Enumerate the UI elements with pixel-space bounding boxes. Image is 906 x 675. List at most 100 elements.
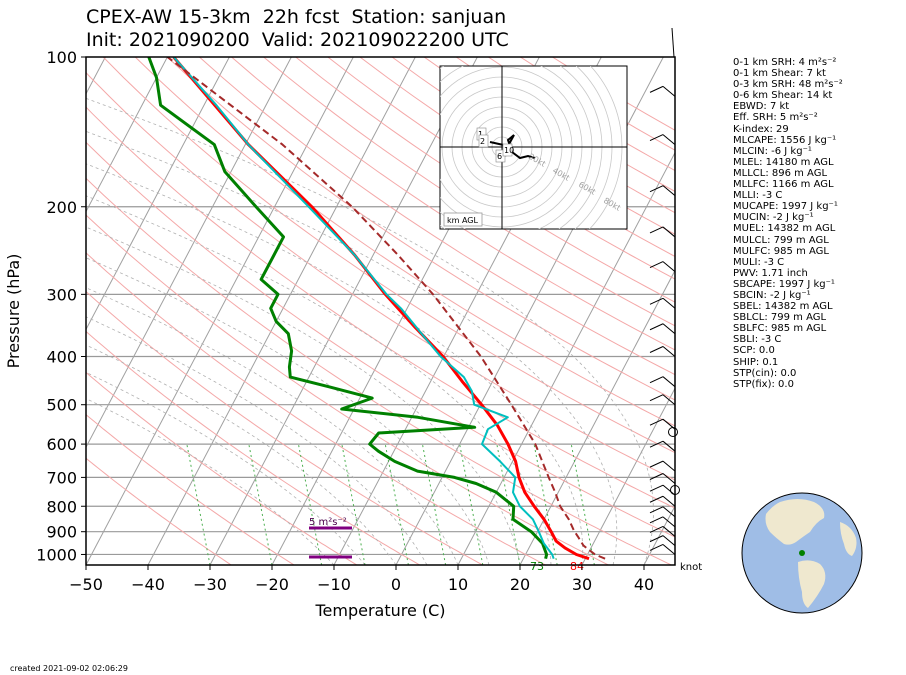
moist-adiabat [86, 195, 552, 565]
wind-barb-flag [649, 261, 664, 269]
wind-barb [662, 134, 676, 145]
calm-wind-circle [668, 427, 678, 437]
stat-line: PWV: 1.71 inch [733, 267, 808, 279]
wind-barb-flag [649, 535, 664, 543]
wind-barb [662, 297, 676, 309]
hodograph-height-label: 1 [478, 130, 483, 139]
mixing-ratio-line [496, 444, 521, 565]
isotherm [86, 57, 292, 449]
wind-barb-flag [649, 185, 664, 193]
mixing-ratio-line [341, 444, 366, 565]
wind-barb-flag [649, 473, 664, 480]
mixing-ratio-line [421, 444, 447, 565]
wind-barb [662, 516, 676, 528]
stats-panel: 0-1 km SRH: 4 m²s⁻² 0-1 km Shear: 7 kt 0-3… [733, 57, 843, 390]
stat-line: MULFC: 985 m AGL [733, 245, 829, 257]
mixing-ratio-line [384, 444, 409, 565]
stat-line: SBLI: -3 C [733, 334, 782, 346]
hodograph-height-box [478, 134, 489, 148]
moist-adiabat [86, 226, 521, 565]
dry-adiabat [327, 57, 675, 280]
moist-adiabat [86, 287, 459, 565]
wind-barb-flag [649, 506, 664, 514]
mixing-ratio-line [570, 444, 595, 565]
wind-barb [662, 473, 676, 484]
stat-line: STP(fix): 0.0 [733, 378, 794, 390]
wind-barb [662, 261, 676, 272]
moist-adiabat [86, 371, 366, 565]
moist-adiabat [86, 163, 584, 565]
x-tick-label: −40 [131, 575, 165, 594]
wind-barb [662, 185, 676, 197]
stat-line: 0-1 km Shear: 7 kt [733, 68, 826, 80]
dry-adiabat [86, 290, 483, 565]
africa-landmass [840, 522, 857, 556]
wind-barb [662, 323, 676, 335]
wind-barb [662, 346, 676, 357]
parcel-profile [166, 57, 606, 560]
stat-line: SBCAPE: 1997 J kg⁻¹ [733, 278, 835, 290]
stat-line: MLEL: 14180 m AGL [733, 156, 834, 168]
wind-barb [662, 535, 676, 547]
stat-line: SBEL: 14382 m AGL [733, 301, 833, 313]
stat-line: Eff. SRH: 5 m²s⁻² [733, 112, 818, 124]
x-tick-label: −10 [317, 575, 351, 594]
hodograph-height-label: 10 [504, 146, 514, 155]
chart-title-line2: Init: 2021090200 Valid: 202109022200 UTC [86, 29, 509, 51]
isotherm [86, 57, 354, 565]
moist-adiabat [86, 97, 654, 565]
x-axis-label: Temperature (C) [314, 601, 445, 620]
isotherm [581, 387, 675, 565]
wind-barb [662, 394, 676, 406]
x-tick-label: −30 [193, 575, 227, 594]
wind-barb [662, 226, 676, 238]
mixing-ratio-line [297, 444, 323, 565]
y-tick-label: 400 [46, 348, 77, 367]
dry-adiabat [166, 57, 675, 401]
mixing-ratio-line [533, 444, 558, 565]
y-tick-label: 200 [46, 198, 77, 217]
globe-locator-map [741, 492, 863, 614]
dry-adiabat [86, 71, 675, 481]
moist-adiabat [86, 316, 428, 565]
dry-adiabat [86, 371, 358, 565]
wind-barb-flag [649, 376, 664, 384]
wind-units-label: knot [680, 562, 702, 573]
wind-barb [662, 506, 676, 518]
isotherm [86, 57, 168, 213]
wind-barb [662, 460, 676, 472]
hodograph-height-label: 2 [480, 137, 485, 146]
wind-barb-flag [649, 346, 664, 353]
stat-line: EBWD: 7 kt [733, 101, 790, 113]
wind-barb [662, 484, 676, 496]
wind-barb-flag [649, 226, 664, 234]
stat-line: MLCIN: -6 J kg⁻¹ [733, 145, 812, 157]
surface-temperature-label: 84 [570, 560, 584, 573]
mixing-ratio-line [248, 444, 273, 565]
wind-barb-flag [649, 85, 664, 93]
y-tick-label: 900 [46, 523, 77, 542]
stat-line: MLLFC: 1166 m AGL [733, 179, 834, 191]
south-america-landmass [798, 560, 826, 608]
north-america-landmass [765, 499, 825, 545]
dry-adiabat [86, 252, 546, 565]
stat-line: MUEL: 14382 m AGL [733, 223, 836, 235]
wind-barb-flag [649, 544, 664, 551]
wind-barb-flag [649, 440, 664, 448]
wind-barb [662, 86, 676, 97]
y-axis-label: Pressure (hPa) [4, 254, 23, 369]
stat-line: 0-3 km SRH: 48 m²s⁻² [733, 79, 843, 91]
stat-line: 0-1 km SRH: 4 m²s⁻² [733, 57, 837, 68]
stat-line: MLLCL: 896 m AGL [733, 167, 828, 179]
x-tick-label: −50 [69, 575, 103, 594]
created-timestamp: created 2021-09-02 02:06:29 [10, 664, 128, 673]
stat-line: MULCL: 799 m AGL [733, 234, 829, 246]
dry-adiabat [102, 57, 675, 454]
y-tick-label: 1000 [36, 545, 77, 564]
mixing-ratio-line [186, 444, 211, 565]
x-tick-label: 40 [634, 575, 654, 594]
wind-barb-flag [649, 525, 664, 533]
stat-line: SHIP: 0.1 [733, 356, 779, 368]
x-tick-label: −20 [255, 575, 289, 594]
stat-line: MULI: -3 C [733, 256, 785, 268]
